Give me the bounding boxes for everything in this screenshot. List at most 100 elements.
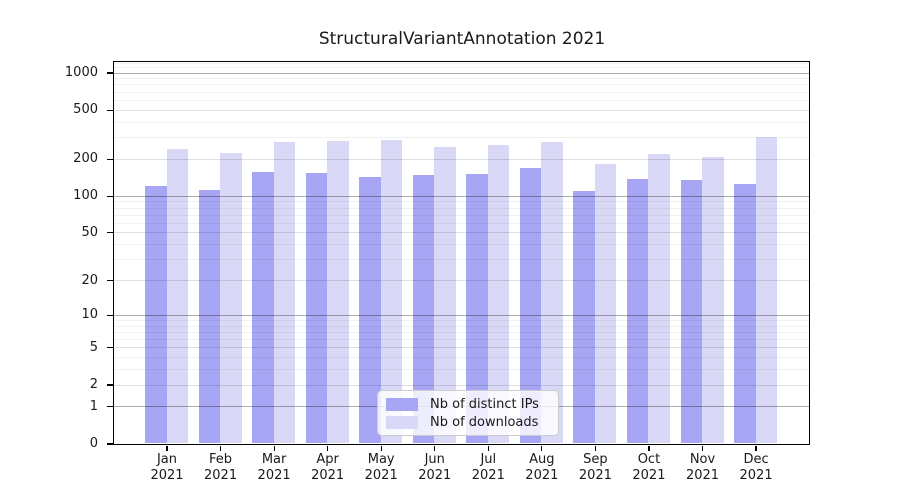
y-tick-label: 1 (89, 398, 98, 414)
y-tick-label: 200 (73, 151, 98, 167)
bar-downloads-may (380, 140, 403, 444)
gridline-minor (114, 214, 809, 216)
y-tick-mark (107, 384, 114, 386)
y-tick-label: 20 (81, 272, 98, 288)
x-tick-mark (541, 445, 543, 451)
y-tick-label: 500 (73, 102, 98, 118)
grid-layer (114, 62, 809, 444)
bar-downloads-sep (594, 164, 617, 444)
legend-label-downloads: Nb of downloads (430, 415, 539, 430)
gridline-minor (114, 357, 809, 359)
legend-swatch-distinct-ips (386, 398, 418, 411)
gridline-minor (114, 84, 809, 86)
y-tick-mark (107, 443, 114, 445)
gridline-major (114, 232, 809, 234)
gridline-minor (114, 319, 809, 321)
gridline-major (114, 158, 809, 160)
y-tick-mark (107, 72, 114, 74)
gridline-decade (114, 314, 809, 316)
y-tick-mark (107, 314, 114, 316)
y-tick-mark (107, 232, 114, 234)
gridline-major (114, 384, 809, 386)
gridline-minor (114, 201, 809, 203)
y-tick-mark (107, 158, 114, 160)
gridline-minor (114, 99, 809, 101)
x-tick-label-apr: Apr 2021 (311, 452, 345, 483)
x-tick-mark (327, 445, 329, 451)
gridline-decade (114, 195, 809, 197)
bar-ips-may (359, 177, 381, 444)
legend-item-downloads: Nb of downloads (386, 414, 558, 432)
x-tick-label-nov: Nov 2021 (685, 452, 720, 483)
bar-downloads-oct (648, 153, 670, 444)
x-tick-mark (380, 445, 382, 451)
gridline-minor (114, 259, 809, 261)
gridline-minor (114, 67, 809, 69)
gridline-minor (114, 62, 809, 64)
x-tick-mark (219, 445, 222, 451)
bar-ips-dec (734, 184, 756, 444)
legend-item-distinct-ips: Nb of distinct IPs (386, 396, 558, 414)
bars-layer (114, 62, 809, 444)
gridline-decade (114, 72, 809, 74)
x-tick-label-feb: Feb 2021 (204, 452, 238, 483)
legend-swatch-downloads (386, 416, 418, 429)
chart-title: StructuralVariantAnnotation 2021 (318, 29, 606, 49)
gridline-major (114, 109, 809, 111)
bar-ips-sep (573, 190, 595, 444)
y-tick-label: 10 (81, 307, 98, 323)
y-tick-mark (107, 109, 114, 111)
bar-downloads-dec (755, 137, 778, 444)
bar-downloads-apr (327, 140, 349, 444)
x-tick-label-jan: Jan 2021 (150, 452, 184, 483)
y-tick-label: 1000 (64, 65, 98, 81)
bar-ips-apr (305, 173, 328, 444)
y-tick-mark (107, 195, 114, 197)
bar-downloads-jan (166, 148, 188, 444)
y-tick-mark (107, 279, 114, 282)
x-tick-label-jun: Jun 2021 (418, 452, 452, 483)
bar-downloads-jul (487, 145, 510, 444)
plot-area: Nb of distinct IPs Nb of downloads (113, 60, 810, 445)
bar-downloads-mar (273, 141, 296, 444)
gridline-minor (114, 331, 809, 333)
gridline-minor (114, 207, 809, 209)
bar-ips-oct (626, 179, 649, 444)
bar-downloads-feb (220, 153, 242, 444)
y-tick-label: 50 (81, 224, 98, 240)
gridline-minor (114, 137, 809, 139)
gridline-minor (114, 222, 809, 224)
x-tick-mark (755, 445, 757, 451)
bar-ips-jun (412, 174, 435, 444)
gridline-minor (114, 78, 809, 80)
gridline-minor (114, 121, 809, 123)
x-tick-label-aug: Aug 2021 (525, 452, 559, 483)
x-tick-mark (273, 445, 275, 451)
bar-ips-feb (198, 190, 221, 444)
bar-ips-jan (145, 186, 167, 444)
gridline-minor (114, 339, 809, 340)
x-tick-label-mar: Mar 2021 (257, 452, 291, 483)
legend: Nb of distinct IPs Nb of downloads (377, 389, 559, 436)
gridline-minor (114, 91, 809, 93)
y-tick-mark (107, 347, 114, 349)
bar-downloads-jun (434, 146, 456, 444)
x-tick-label-jul: Jul 2021 (471, 452, 505, 483)
x-tick-mark (487, 445, 489, 451)
gridline-minor (114, 325, 809, 327)
y-tick-label: 5 (89, 339, 98, 355)
y-tick-label: 100 (73, 188, 98, 204)
gridline-major (114, 347, 809, 349)
legend-label-distinct-ips: Nb of distinct IPs (430, 397, 539, 412)
gridline-minor (114, 369, 809, 371)
bar-ips-mar (252, 172, 274, 444)
bar-ips-aug (519, 168, 542, 444)
bar-ips-nov (680, 180, 702, 444)
x-tick-label-dec: Dec 2021 (739, 452, 773, 483)
gridline-minor (114, 244, 809, 246)
x-tick-mark (434, 445, 436, 451)
bar-downloads-aug (541, 142, 563, 444)
bar-downloads-nov (702, 157, 724, 444)
x-tick-mark (594, 445, 596, 451)
